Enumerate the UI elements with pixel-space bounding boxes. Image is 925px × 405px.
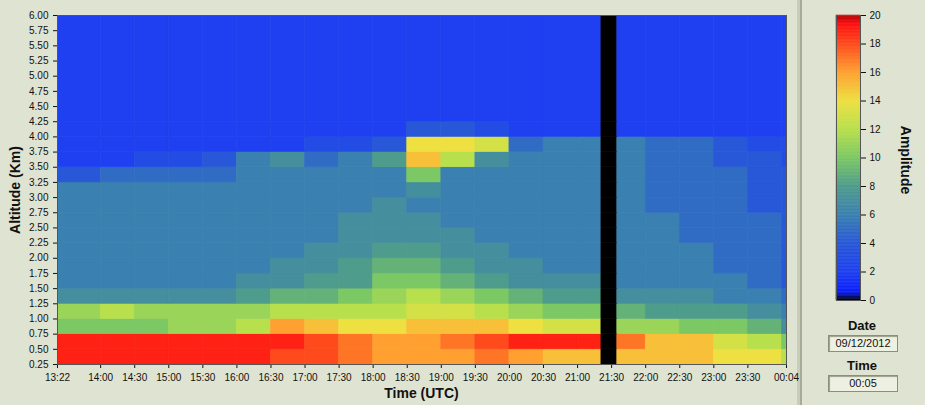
svg-text:16: 16	[870, 67, 882, 78]
html-text:Time (UTC): Time (UTC)	[384, 385, 459, 401]
svg-text:22:00: 22:00	[633, 372, 658, 383]
svg-text:12: 12	[870, 124, 882, 135]
svg-text:21:30: 21:30	[599, 372, 624, 383]
svg-text:13:22: 13:22	[45, 372, 70, 383]
html-text:Amplitude: Amplitude	[898, 125, 914, 195]
svg-text:14:00: 14:00	[88, 372, 113, 383]
svg-text:16:00: 16:00	[224, 372, 249, 383]
svg-text:2.00: 2.00	[29, 252, 49, 263]
svg-text:3.00: 3.00	[29, 192, 49, 203]
html-text:09/12/2012: 09/12/2012	[835, 337, 891, 349]
svg-text:20:00: 20:00	[497, 372, 522, 383]
svg-text:23:30: 23:30	[735, 372, 760, 383]
svg-text:5.25: 5.25	[29, 55, 49, 66]
svg-text:14: 14	[870, 95, 882, 106]
svg-text:1.50: 1.50	[29, 283, 49, 294]
svg-text:8: 8	[870, 181, 876, 192]
svg-text:16:30: 16:30	[258, 372, 283, 383]
svg-text:0.75: 0.75	[29, 328, 49, 339]
svg-text:19:30: 19:30	[463, 372, 488, 383]
svg-text:0: 0	[870, 295, 876, 306]
svg-text:1.25: 1.25	[29, 298, 49, 309]
svg-text:18:00: 18:00	[361, 372, 386, 383]
svg-text:5.75: 5.75	[29, 25, 49, 36]
svg-text:22:30: 22:30	[667, 372, 692, 383]
svg-text:0.50: 0.50	[29, 344, 49, 355]
html-text:00:05: 00:05	[849, 377, 877, 389]
svg-text:15:30: 15:30	[190, 372, 215, 383]
svg-text:2.75: 2.75	[29, 207, 49, 218]
svg-text:6: 6	[870, 209, 876, 220]
svg-text:4.75: 4.75	[29, 86, 49, 97]
svg-text:4.00: 4.00	[29, 131, 49, 142]
svg-text:17:00: 17:00	[293, 372, 318, 383]
html-text:Time: Time	[846, 358, 877, 373]
svg-text:14:30: 14:30	[122, 372, 147, 383]
svg-text:0.25: 0.25	[29, 359, 49, 370]
svg-text:17:30: 17:30	[327, 372, 352, 383]
svg-text:6.00: 6.00	[29, 10, 49, 21]
svg-text:18:30: 18:30	[395, 372, 420, 383]
html-text:Altitude (Km): Altitude (Km)	[7, 145, 23, 234]
svg-text:19:00: 19:00	[429, 372, 454, 383]
svg-text:1.75: 1.75	[29, 268, 49, 279]
svg-text:1.00: 1.00	[29, 313, 49, 324]
svg-text:4: 4	[870, 238, 876, 249]
svg-text:4.50: 4.50	[29, 101, 49, 112]
svg-text:3.25: 3.25	[29, 177, 49, 188]
svg-text:20: 20	[870, 10, 882, 21]
svg-text:21:00: 21:00	[565, 372, 590, 383]
svg-text:10: 10	[870, 152, 882, 163]
svg-text:4.25: 4.25	[29, 116, 49, 127]
svg-text:2.50: 2.50	[29, 222, 49, 233]
svg-text:20:30: 20:30	[531, 372, 556, 383]
svg-text:18: 18	[870, 38, 882, 49]
svg-text:2.25: 2.25	[29, 237, 49, 248]
svg-text:3.50: 3.50	[29, 161, 49, 172]
html-text:Date: Date	[847, 318, 877, 333]
svg-text:3.75: 3.75	[29, 146, 49, 157]
svg-text:2: 2	[870, 266, 876, 277]
svg-text:23:00: 23:00	[701, 372, 726, 383]
svg-text:5.00: 5.00	[29, 70, 49, 81]
svg-text:15:00: 15:00	[156, 372, 181, 383]
svg-text:00:04: 00:04	[774, 372, 799, 383]
svg-text:5.50: 5.50	[29, 40, 49, 51]
